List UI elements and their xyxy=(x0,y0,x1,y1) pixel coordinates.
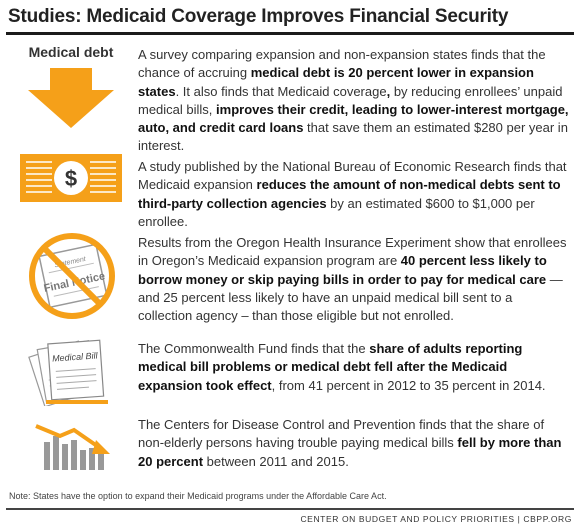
emphasis-text: , xyxy=(386,83,391,99)
finding-text-1: A survey comparing expansion and non-exp… xyxy=(138,46,570,156)
dollar-bill-icon: $ xyxy=(18,152,124,209)
body-text: The Centers for Disease Control and Prev… xyxy=(138,417,545,451)
finding-text-5: The Centers for Disease Control and Prev… xyxy=(138,416,570,471)
declining-bar-chart-icon xyxy=(26,414,118,479)
body-text: — and 25 percent less likely to have an … xyxy=(138,271,563,324)
emphasis-text: 40 percent less likely to borrow money o… xyxy=(138,253,547,287)
body-text: A survey comparing expansion and non-exp… xyxy=(138,47,546,81)
medical-bill-label: Medical Bill xyxy=(52,350,99,363)
body-text: Results from the Oregon Health Insurance… xyxy=(138,235,567,269)
emphasis-text: reduces the amount of non-medical debts … xyxy=(138,177,561,211)
final-notice-prohibited-icon: Statement Final Notice xyxy=(26,230,118,327)
dollar-sign: $ xyxy=(65,166,77,191)
bottom-divider xyxy=(6,508,574,510)
page-title: Studies: Medicaid Coverage Improves Fina… xyxy=(8,6,509,27)
body-text: The Commonwealth Fund finds that the xyxy=(138,341,370,356)
emphasis-text: improves their credit, leading to lower-… xyxy=(138,101,569,136)
body-text: between 2011 and 2015. xyxy=(203,453,349,469)
emphasis-text: medical debt is 20 percent lower in expa… xyxy=(138,65,534,99)
body-text: , from 41 percent in 2012 to 35 percent … xyxy=(271,377,546,393)
finding-text-3: Results from the Oregon Health Insurance… xyxy=(138,234,570,325)
source-footer: CENTER ON BUDGET AND POLICY PRIORITIES |… xyxy=(300,514,572,524)
medical-bill-stack-icon: Medical Bill xyxy=(28,336,120,411)
body-text: by an estimated $600 to $1,000 per enrol… xyxy=(138,195,535,229)
emphasis-text: share of adults reporting medical bill p… xyxy=(138,341,523,393)
emphasis-text: fell by more than 20 percent xyxy=(138,435,562,469)
body-text: . It also finds that Medicaid coverage xyxy=(175,83,387,99)
medical-debt-arrow-icon: Medical debt xyxy=(18,44,124,130)
finding-text-4: The Commonwealth Fund finds that the sha… xyxy=(138,340,570,395)
body-text: A study published by the National Bureau… xyxy=(138,159,567,193)
body-text: by reducing enrollees’ unpaid medical bi… xyxy=(138,83,563,117)
body-text: that save them an estimated $280 per yea… xyxy=(138,120,568,154)
icon-label: Medical debt xyxy=(28,44,114,60)
footnote: Note: States have the option to expand t… xyxy=(9,491,387,501)
finding-text-2: A study published by the National Bureau… xyxy=(138,158,570,231)
top-divider xyxy=(6,32,574,35)
